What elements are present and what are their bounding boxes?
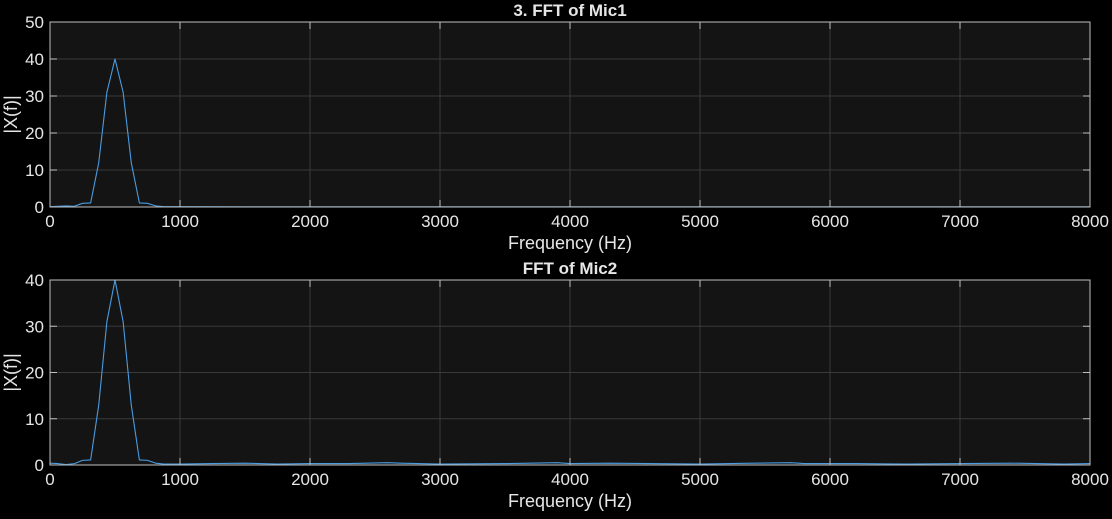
y-tick-label: 30 xyxy=(25,317,44,336)
axes-2: 0 1000 2000 3000 4000 5000 6000 7000 8000 0 10 20 30… xyxy=(1,259,1109,511)
axes-1: 0 1000 2000 3000 4000 5000 6000 7000 8000 0 10 20 30… xyxy=(1,1,1109,253)
x-tick-label: 6000 xyxy=(811,212,849,231)
y-tick-label: 30 xyxy=(25,87,44,106)
chart-title: 3. FFT of Mic1 xyxy=(513,1,626,20)
x-tick-label: 4000 xyxy=(551,470,589,489)
y-tick-label: 20 xyxy=(25,124,44,143)
chart-title: FFT of Mic2 xyxy=(523,259,617,278)
x-tick-label: 2000 xyxy=(291,212,329,231)
y-tick-label: 40 xyxy=(25,50,44,69)
y-tick-label: 20 xyxy=(25,364,44,383)
x-tick-label: 0 xyxy=(45,212,54,231)
x-tick-label: 1000 xyxy=(161,470,199,489)
x-tick-label: 4000 xyxy=(551,212,589,231)
x-tick-label: 6000 xyxy=(811,470,849,489)
y-axis-label: |X(f)| xyxy=(1,353,21,391)
x-axis-label: Frequency (Hz) xyxy=(508,491,632,511)
x-tick-label: 3000 xyxy=(421,212,459,231)
x-tick-label: 8000 xyxy=(1071,470,1109,489)
x-tick-label: 3000 xyxy=(421,470,459,489)
x-tick-label: 8000 xyxy=(1071,212,1109,231)
y-tick-label: 40 xyxy=(25,271,44,290)
x-tick-label: 5000 xyxy=(681,470,719,489)
x-tick-label: 2000 xyxy=(291,470,329,489)
y-tick-label: 0 xyxy=(35,456,44,475)
x-tick-label: 7000 xyxy=(941,212,979,231)
x-tick-label: 1000 xyxy=(161,212,199,231)
y-tick-label: 10 xyxy=(25,161,44,180)
x-tick-label: 0 xyxy=(45,470,54,489)
y-axis-label: |X(f)| xyxy=(1,95,21,133)
x-tick-label: 5000 xyxy=(681,212,719,231)
x-axis-label: Frequency (Hz) xyxy=(508,233,632,253)
y-tick-label: 10 xyxy=(25,410,44,429)
y-tick-label: 50 xyxy=(25,13,44,32)
y-tick-label: 0 xyxy=(35,198,44,217)
x-tick-label: 7000 xyxy=(941,470,979,489)
